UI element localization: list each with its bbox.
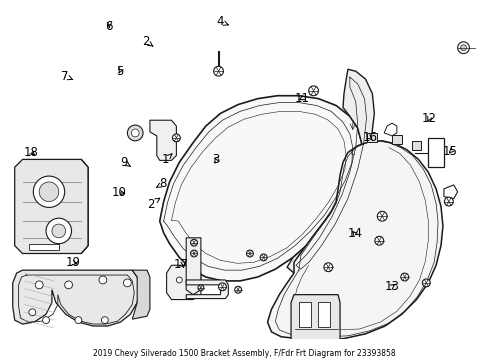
Circle shape [246,250,253,257]
Circle shape [52,224,65,238]
Text: 19: 19 [65,256,80,269]
Circle shape [422,279,429,287]
Polygon shape [391,135,401,144]
Text: 2: 2 [142,35,153,48]
Circle shape [377,211,386,221]
Circle shape [123,279,131,287]
Polygon shape [427,138,443,167]
Circle shape [33,176,64,207]
Text: 5: 5 [116,65,123,78]
Text: 10: 10 [111,186,126,199]
Bar [29,244,59,249]
Circle shape [127,125,143,141]
Circle shape [29,309,36,316]
Text: 7: 7 [61,69,73,82]
Circle shape [190,239,197,246]
Polygon shape [367,133,377,142]
Polygon shape [286,69,374,273]
Circle shape [64,281,72,289]
Text: 1: 1 [162,153,172,166]
Text: 13: 13 [384,280,399,293]
Polygon shape [13,270,140,326]
Text: 15: 15 [442,145,457,158]
Text: 14: 14 [346,227,362,240]
Circle shape [323,263,332,272]
Circle shape [188,284,194,290]
Polygon shape [443,185,457,199]
Polygon shape [186,280,228,298]
Circle shape [101,317,108,324]
Polygon shape [267,141,442,340]
Polygon shape [15,159,88,253]
Bar [318,302,329,327]
Polygon shape [132,270,150,319]
Text: 2019 Chevy Silverado 1500 Bracket Assembly, F/Fdr Frt Diagram for 23393858: 2019 Chevy Silverado 1500 Bracket Assemb… [93,348,395,357]
Circle shape [46,218,71,244]
Text: 9: 9 [120,156,130,168]
Circle shape [39,182,59,202]
Circle shape [176,277,182,283]
Text: 3: 3 [212,153,219,166]
Circle shape [374,237,383,245]
Circle shape [213,66,223,76]
Text: 2: 2 [147,198,160,211]
Circle shape [444,197,452,206]
Polygon shape [411,141,421,150]
Circle shape [198,285,203,291]
Text: 17: 17 [173,258,188,271]
Text: 11: 11 [294,92,309,105]
Polygon shape [160,96,361,281]
Polygon shape [150,120,176,161]
Polygon shape [290,294,339,348]
Circle shape [460,45,466,51]
Text: 8: 8 [156,177,166,190]
Circle shape [99,276,106,284]
Circle shape [35,281,43,289]
Circle shape [218,283,226,291]
Circle shape [190,250,197,257]
Circle shape [42,317,49,324]
Bar [298,302,310,327]
Circle shape [234,286,241,293]
Circle shape [308,86,318,96]
Text: 16: 16 [362,131,377,144]
Polygon shape [186,238,201,294]
Circle shape [457,42,468,54]
Text: 6: 6 [105,20,113,33]
Text: 12: 12 [421,112,436,125]
Text: L: L [350,149,354,156]
Circle shape [75,317,81,324]
Circle shape [260,254,266,261]
Text: 18: 18 [24,146,39,159]
Text: 4: 4 [216,15,228,28]
Circle shape [172,134,180,142]
Circle shape [400,273,408,281]
Polygon shape [384,123,396,136]
Circle shape [131,129,139,137]
Polygon shape [166,265,201,300]
